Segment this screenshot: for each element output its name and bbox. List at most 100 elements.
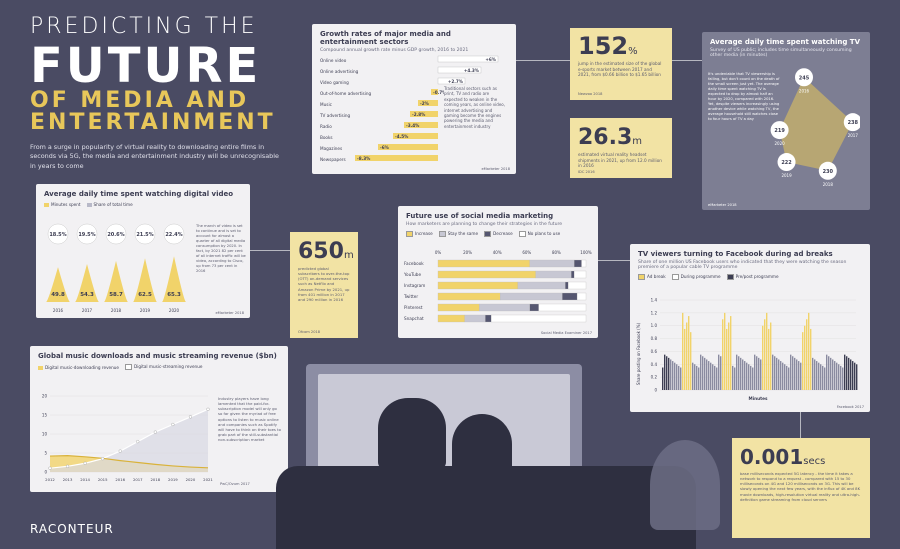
music-stream-line bbox=[49, 408, 209, 469]
facebook-bar bbox=[672, 361, 674, 390]
facebook-bar bbox=[814, 359, 816, 390]
social-category-label: Snapchat bbox=[404, 316, 424, 321]
facebook-bar bbox=[790, 354, 792, 390]
facebook-legend-item: During programme bbox=[671, 274, 721, 280]
video-minutes-bar bbox=[75, 263, 99, 302]
social-bar-segment bbox=[517, 281, 566, 290]
facebook-bar bbox=[800, 362, 802, 390]
video-minutes-label: 65.3 bbox=[167, 292, 181, 298]
music-year-label: 2014 bbox=[80, 477, 90, 482]
growth-chart: Online video +6% Online advertising +4.3% Vi… bbox=[319, 55, 499, 162]
video-legend-minutes-label: Minutes spent bbox=[51, 202, 81, 207]
facebook-bar bbox=[804, 325, 806, 390]
connector-line bbox=[250, 250, 290, 251]
facebook-bar bbox=[700, 354, 702, 390]
music-stream-point bbox=[188, 415, 193, 419]
stat-152-value: 152 bbox=[578, 32, 629, 60]
facebook-bar bbox=[676, 364, 678, 390]
music-note: Industry players have long lamented that… bbox=[218, 396, 281, 442]
growth-value-label: -2% bbox=[420, 101, 430, 106]
growth-bar bbox=[355, 155, 438, 161]
stat-26-text: estimated virtual reality headset shipme… bbox=[578, 152, 662, 169]
music-year-label: 2019 bbox=[168, 477, 178, 482]
intro-text: From a surge in popularity of virtual re… bbox=[30, 143, 279, 170]
video-share-circle bbox=[134, 223, 156, 245]
growth-subtitle: Compound annual growth rate minus GDP gr… bbox=[320, 48, 469, 53]
facebook-bar bbox=[662, 367, 664, 390]
stat-152-source: Newzoo 2018 bbox=[578, 92, 603, 96]
social-bar-segment bbox=[479, 303, 530, 312]
video-minutes-bar bbox=[133, 258, 157, 302]
tv-value-label: 222 bbox=[781, 160, 792, 166]
facebook-bar bbox=[686, 322, 688, 390]
facebook-bar bbox=[842, 367, 844, 390]
tv-year-label: 2017 bbox=[848, 133, 859, 138]
music-stream-point bbox=[171, 422, 175, 427]
stat-650-unit: m bbox=[343, 250, 354, 261]
growth-value-label: -0.7% bbox=[433, 90, 447, 95]
music-legend-download-label: Digital music-downloading revenue bbox=[45, 364, 120, 370]
facebook-bar bbox=[698, 367, 700, 390]
facebook-bar bbox=[756, 356, 758, 390]
facebook-bar bbox=[784, 364, 786, 390]
music-year-label: 2020 bbox=[186, 477, 196, 482]
raconteur-logo: RACONTEUR bbox=[30, 522, 114, 536]
facebook-bar bbox=[848, 357, 850, 390]
music-year-label: 2015 bbox=[98, 477, 108, 482]
social-legend-item: No plans to use bbox=[518, 231, 561, 237]
stat-152-text: jump in the estimated size of the global… bbox=[578, 61, 662, 78]
facebook-bar bbox=[748, 364, 750, 390]
facebook-subtitle: Share of one million US Facebook users w… bbox=[638, 260, 847, 270]
growth-category-label: Video gaming bbox=[320, 80, 349, 85]
facebook-bar bbox=[822, 365, 824, 390]
facebook-title: TV viewers turning to Facebook during ad… bbox=[638, 250, 833, 258]
facebook-bar bbox=[810, 328, 812, 390]
connector-line bbox=[800, 412, 801, 438]
social-legend: Increase Stay the same Decrease No plans to… bbox=[406, 231, 590, 237]
facebook-tick-label: 0.4 bbox=[651, 362, 658, 367]
music-year-label: 2021 bbox=[203, 477, 213, 482]
video-share-circle bbox=[105, 223, 127, 245]
facebook-bar bbox=[768, 328, 770, 390]
facebook-bar bbox=[726, 328, 728, 390]
social-bar-segment bbox=[562, 292, 578, 301]
music-chart: 0 5 10 15 20 2012 2013 2014 2015 2016 2017 2018 2019… bbox=[42, 394, 214, 483]
social-bar-segment bbox=[500, 292, 563, 301]
social-legend-label: No plans to use bbox=[527, 231, 561, 236]
tv-value-label: 219 bbox=[774, 128, 785, 134]
social-legend-item: Decrease bbox=[484, 231, 513, 237]
facebook-bar bbox=[856, 364, 858, 390]
social-bar-segment bbox=[581, 259, 587, 268]
facebook-bar bbox=[818, 362, 820, 390]
growth-source: eMarketer 2018 bbox=[481, 167, 510, 171]
social-bar-segment bbox=[437, 259, 530, 268]
social-tick-label: 100% bbox=[580, 250, 592, 255]
facebook-bar bbox=[666, 356, 668, 390]
social-bar-segment bbox=[574, 259, 582, 268]
growth-note: Traditional sectors such as print, TV an… bbox=[444, 86, 506, 130]
facebook-legend-label: Ad break bbox=[647, 274, 666, 279]
growth-category-label: Online video bbox=[320, 58, 347, 63]
tv-point bbox=[777, 153, 796, 172]
social-bar-segment bbox=[491, 314, 587, 323]
facebook-bar bbox=[718, 354, 720, 390]
tv-title: Average daily time spent watching TV bbox=[710, 38, 860, 46]
growth-bar bbox=[418, 100, 438, 106]
music-stream-point bbox=[83, 461, 87, 465]
facebook-chart: Share posting on Facebook (%) 0 0.2 0.4 0.6 0… bbox=[636, 298, 858, 401]
tv-value-label: 238 bbox=[848, 120, 859, 126]
social-bar-segment bbox=[574, 270, 587, 279]
tv-value-label: 230 bbox=[823, 169, 834, 175]
music-download-line bbox=[49, 455, 209, 469]
video-share-circle bbox=[76, 223, 98, 245]
facebook-bar bbox=[782, 362, 784, 390]
social-tick-label: 20% bbox=[463, 250, 472, 255]
music-title: Global music downloads and music streami… bbox=[38, 352, 277, 360]
facebook-bar bbox=[668, 357, 670, 390]
social-bar-segment bbox=[565, 281, 569, 290]
facebook-bar bbox=[758, 357, 760, 390]
social-bar-segment bbox=[437, 281, 519, 290]
facebook-bar bbox=[828, 356, 830, 390]
growth-title: Growth rates of major media and entertai… bbox=[320, 30, 451, 46]
stat-650: 650m predicted global subscribers to ove… bbox=[290, 232, 358, 338]
